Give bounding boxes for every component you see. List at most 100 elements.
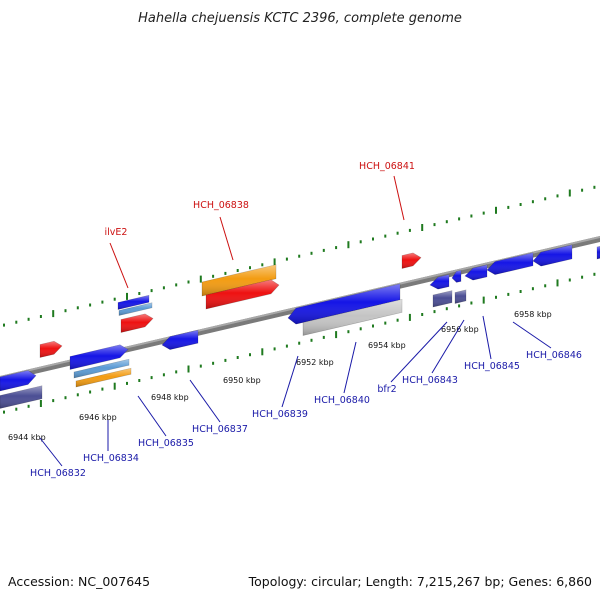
gene-label[interactable]: HCH_06835 <box>138 438 194 449</box>
gene-feature-13[interactable] <box>201 264 277 297</box>
gene-feature-14-shading <box>206 279 279 309</box>
gene-label[interactable]: bfr2 <box>377 384 396 395</box>
minor-tick <box>138 292 141 295</box>
gene-feature-21[interactable] <box>596 245 600 260</box>
minor-tick <box>101 300 104 304</box>
scale-labels: 6944 kbp 6946 kbp 6948 kbp 6950 kbp 6952 kbp… <box>8 310 552 442</box>
minor-tick <box>236 269 239 272</box>
genome-summary-text: Topology: circular; Length: 7,215,267 bp… <box>248 574 592 589</box>
gene-label[interactable]: HCH_06838 <box>193 200 249 211</box>
gene-feature-5[interactable] <box>75 367 132 388</box>
major-tick <box>421 224 424 231</box>
gene-callout[interactable]: HCH_06837 <box>189 379 248 435</box>
gene-label[interactable]: HCH_06843 <box>402 375 458 386</box>
minor-tick <box>150 289 153 293</box>
minor-tick <box>187 280 190 284</box>
gene-callout[interactable]: HCH_06845 <box>464 315 520 372</box>
gene-feature-7[interactable] <box>287 283 401 325</box>
gene-feature-4[interactable] <box>73 358 130 379</box>
minor-tick <box>359 240 362 244</box>
gene-feature-19[interactable] <box>486 252 534 275</box>
gene-label[interactable]: HCH_06832 <box>30 468 86 479</box>
gene-label[interactable]: HCH_06839 <box>252 409 308 420</box>
gene-feature-6[interactable] <box>161 329 199 350</box>
gene-label[interactable]: HCH_06840 <box>314 395 370 406</box>
minor-tick <box>27 404 30 408</box>
minor-tick <box>249 353 251 357</box>
leader-line <box>482 315 492 360</box>
gene-feature-16[interactable] <box>429 274 450 290</box>
gene-callout[interactable]: HCH_06841 <box>359 161 415 221</box>
minor-tick <box>64 309 67 313</box>
gene-label[interactable]: HCH_06837 <box>192 424 248 435</box>
gene-feature-2[interactable] <box>0 385 43 409</box>
major-tick <box>568 189 571 197</box>
major-tick <box>495 206 497 214</box>
minor-tick <box>3 323 5 327</box>
gene-callout[interactable]: ilvE2 <box>105 227 129 289</box>
gene-feature-14[interactable] <box>205 279 280 310</box>
minor-tick <box>175 283 178 287</box>
gene-callout[interactable]: HCH_06846 <box>512 321 582 361</box>
gene-feature-1[interactable] <box>0 370 37 392</box>
scale-label: 6958 kbp <box>514 310 552 319</box>
gene-callout[interactable]: HCH_06843 <box>402 319 465 386</box>
gene-feature-10[interactable] <box>118 302 153 316</box>
gene-feature-15[interactable] <box>401 252 422 269</box>
gene-callout[interactable]: HCH_06840 <box>314 341 370 406</box>
gene-feature-3-shading <box>70 344 128 370</box>
gene-feature-22[interactable] <box>432 290 453 308</box>
minor-tick <box>76 306 79 310</box>
gene-feature-17[interactable] <box>451 270 462 283</box>
major-tick <box>187 365 190 373</box>
accession-text: Accession: NC_007645 <box>8 574 150 589</box>
minor-tick <box>199 364 202 368</box>
minor-tick <box>224 271 227 275</box>
minor-tick <box>593 185 596 189</box>
minor-tick <box>162 286 165 290</box>
gene-label[interactable]: HCH_06846 <box>526 350 582 361</box>
minor-tick <box>261 263 264 267</box>
gene-callout[interactable]: HCH_06839 <box>252 355 308 420</box>
gene-label[interactable]: HCH_06845 <box>464 361 520 372</box>
gene-feature-5-shading <box>76 368 131 387</box>
minor-tick <box>384 234 387 238</box>
gene-callout[interactable]: HCH_06838 <box>193 200 249 261</box>
gene-feature-9[interactable] <box>117 294 150 310</box>
minor-tick <box>581 275 584 279</box>
gene-feature-11[interactable] <box>120 313 154 333</box>
gene-feature-18[interactable] <box>464 264 488 281</box>
gene-feature-23-shading <box>455 289 466 304</box>
major-tick <box>482 296 485 304</box>
scale-label: 6954 kbp <box>368 341 406 350</box>
minor-tick <box>470 301 473 305</box>
gene-feature-20[interactable] <box>532 244 573 267</box>
gene-label[interactable]: HCH_06841 <box>359 161 415 172</box>
minor-tick <box>76 393 79 397</box>
gene-features <box>0 244 600 409</box>
gene-callout[interactable]: HCH_06835 <box>137 395 194 449</box>
gene-feature-12[interactable] <box>39 340 63 358</box>
gene-feature-3[interactable] <box>69 344 129 370</box>
gene-feature-16-shading <box>430 274 449 290</box>
gene-feature-18-shading <box>465 264 487 281</box>
leader-line <box>39 437 63 467</box>
gene-feature-21-shading <box>597 246 600 259</box>
minor-tick <box>27 317 30 321</box>
gene-label[interactable]: ilvE2 <box>105 227 128 238</box>
gene-feature-17-shading <box>452 270 461 283</box>
gene-label[interactable]: HCH_06834 <box>83 453 139 464</box>
minor-tick <box>249 266 251 270</box>
gene-callout[interactable]: HCH_06834 <box>83 420 139 464</box>
minor-tick <box>298 341 301 345</box>
minor-tick <box>212 274 215 278</box>
minor-tick <box>322 335 325 339</box>
gene-feature-23[interactable] <box>454 289 467 304</box>
minor-tick <box>126 381 128 385</box>
minor-tick <box>64 396 67 400</box>
gene-callout[interactable]: HCH_06832 <box>30 437 86 479</box>
minor-tick <box>519 290 522 293</box>
gene-feature-20-shading <box>533 244 572 267</box>
gene-callout[interactable]: bfr2 <box>377 321 448 395</box>
gene-feature-8[interactable] <box>302 299 403 336</box>
